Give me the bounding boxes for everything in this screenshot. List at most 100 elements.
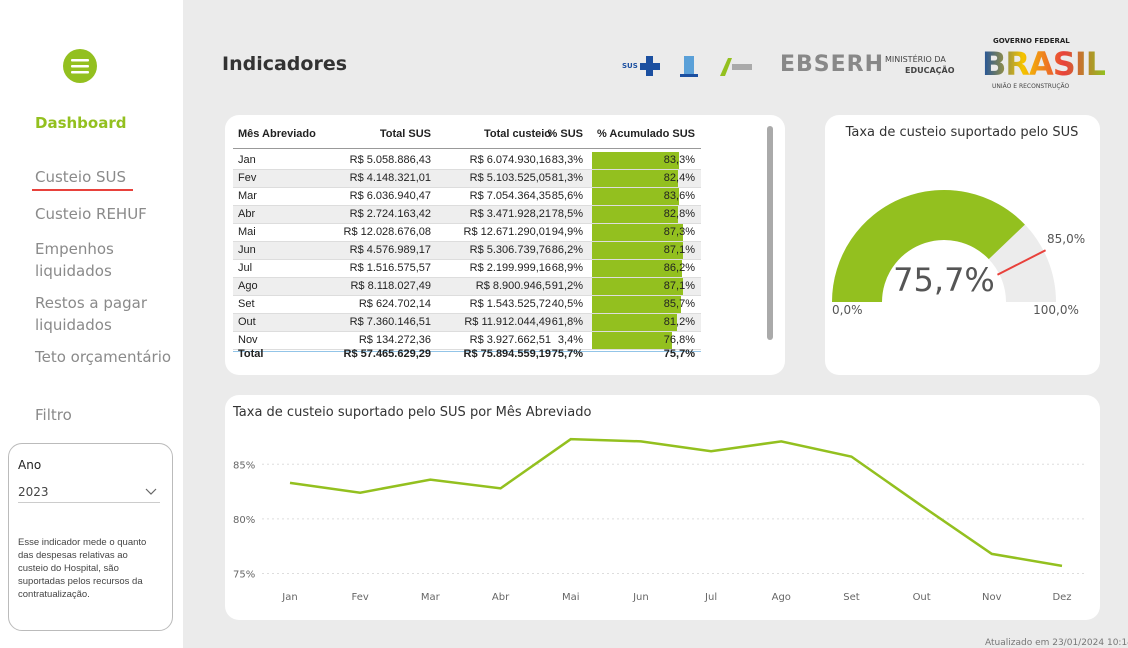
filter-note: Esse indicador mede o quanto das despesa… (18, 537, 147, 600)
row-rule (233, 205, 701, 206)
table-cell: R$ 5.306.739,76 (469, 244, 551, 256)
table-cell: 78,5% (551, 208, 583, 220)
table-cell: 85,6% (551, 190, 583, 202)
table-cell: R$ 11.912.044,49 (464, 316, 551, 328)
column-header: % Acumulado SUS (597, 128, 695, 140)
menu-item[interactable]: Restos a pagar liquidados (35, 294, 147, 334)
logos (640, 56, 752, 77)
menu-icon[interactable] (62, 48, 98, 84)
table-cell: R$ 3.927.662,51 (469, 334, 551, 346)
table-cell: R$ 2.199.999,16 (469, 262, 551, 274)
filter-dropdown[interactable] (18, 480, 160, 503)
table-cell: 87,3% (663, 226, 695, 238)
column-header: Mês Abreviado (238, 128, 316, 140)
footer: Atualizado em 23/01/2024 10:14:5 (985, 638, 1128, 648)
table-cell: 83,3% (663, 154, 695, 166)
gauge-target (997, 249, 1047, 276)
filter-label: Ano (18, 458, 42, 472)
data-bar (592, 332, 673, 349)
data-bar (592, 314, 677, 331)
table-cell: Nov (238, 334, 258, 346)
x-tick-label: Jun (632, 592, 649, 603)
row-rule (233, 331, 701, 332)
column-header: % SUS (547, 128, 583, 140)
menu-item[interactable]: Empenhos liquidados (35, 240, 114, 280)
table-cell: 87,1% (663, 244, 695, 256)
table-cell: 87,1% (663, 280, 695, 292)
table-cell: 40,5% (551, 298, 583, 310)
x-tick-label: Nov (982, 592, 1002, 603)
table-cell: 85,7% (663, 298, 695, 310)
scrollbar[interactable] (767, 126, 773, 340)
menu-item[interactable]: Custeio REHUF (35, 205, 147, 223)
table-cell: 76,8% (663, 334, 695, 346)
table-cell: R$ 3.471.928,21 (469, 208, 551, 220)
row-rule (233, 313, 701, 314)
row-rule (233, 295, 701, 296)
table-cell: R$ 5.058.886,43 (349, 154, 431, 166)
logo-mec: EDUCAÇÃO (905, 66, 955, 75)
table-cell: 68,9% (551, 262, 583, 274)
table-cell: Abr (238, 208, 256, 220)
gauge-max-label: 100,0% (1033, 303, 1079, 317)
table-cell: 86,2% (551, 244, 583, 256)
table-cell: R$ 5.103.525,05 (469, 172, 551, 184)
menu-item[interactable]: Teto orçamentário (35, 348, 172, 366)
table-cell: R$ 7.360.146,51 (349, 316, 431, 328)
table-cell: 94,9% (551, 226, 583, 238)
total-cell: 75,7% (551, 348, 583, 360)
x-tick-label: Jul (704, 592, 717, 603)
table-cell: Jan (238, 154, 256, 166)
data-bar (592, 278, 683, 295)
row-band (233, 206, 701, 223)
table-cell: R$ 12.028.676,08 (343, 226, 431, 238)
menu-item[interactable]: Filtro (35, 406, 72, 424)
row-band (233, 242, 701, 259)
data-bar (592, 296, 682, 313)
row-band (233, 278, 701, 295)
row-rule (233, 277, 701, 278)
table-cell: 83,3% (551, 154, 583, 166)
logo-ebserh: EBSERH (780, 52, 885, 77)
data-bar (592, 224, 683, 241)
logo-brasil: BRASIL (982, 45, 1106, 83)
x-tick-label: Out (913, 592, 931, 603)
table-cell: R$ 2.724.163,42 (349, 208, 431, 220)
sidebar-heading[interactable]: Dashboard (35, 114, 127, 132)
filter-box (8, 443, 173, 631)
table-cell: R$ 4.576.989,17 (349, 244, 431, 256)
table-cell: Jul (238, 262, 253, 274)
x-tick-label: Mar (421, 592, 441, 603)
data-bar (592, 188, 680, 205)
logo-mec: MINISTÉRIO DA (885, 55, 946, 64)
row-rule (233, 241, 701, 242)
row-band (233, 314, 701, 331)
table-cell: Fev (238, 172, 257, 184)
x-tick-label: Dez (1052, 592, 1071, 603)
row-rule (233, 223, 701, 224)
data-bar (592, 260, 682, 277)
filter-value[interactable]: 2023 (18, 485, 49, 499)
table-cell: R$ 1.516.575,57 (349, 262, 431, 274)
data-bar (592, 170, 678, 187)
table-cell: 82,8% (663, 208, 695, 220)
table-cell: Out (238, 316, 256, 328)
data-bar (592, 152, 679, 169)
table-cell: R$ 8.118.027,49 (350, 280, 431, 292)
table-cell: R$ 624.702,14 (358, 298, 431, 310)
active-underline (32, 189, 133, 191)
menu-item[interactable]: Custeio SUS (35, 168, 127, 186)
table-cell: 61,8% (551, 316, 583, 328)
line-series (289, 437, 1063, 568)
x-tick-label: Mai (562, 592, 580, 603)
gauge-target-label: 85,0% (1047, 232, 1085, 246)
chart-title: Taxa de custeio suportado pelo SUS por M… (232, 405, 591, 420)
total-cell: 75,7% (663, 348, 695, 360)
x-tick-label: Fev (352, 592, 369, 603)
y-tick-label: 75% (233, 570, 255, 581)
table-cell: 83,6% (663, 190, 695, 202)
table-cell: Mai (238, 226, 256, 238)
total-cell: R$ 57.465.629,29 (343, 348, 431, 360)
